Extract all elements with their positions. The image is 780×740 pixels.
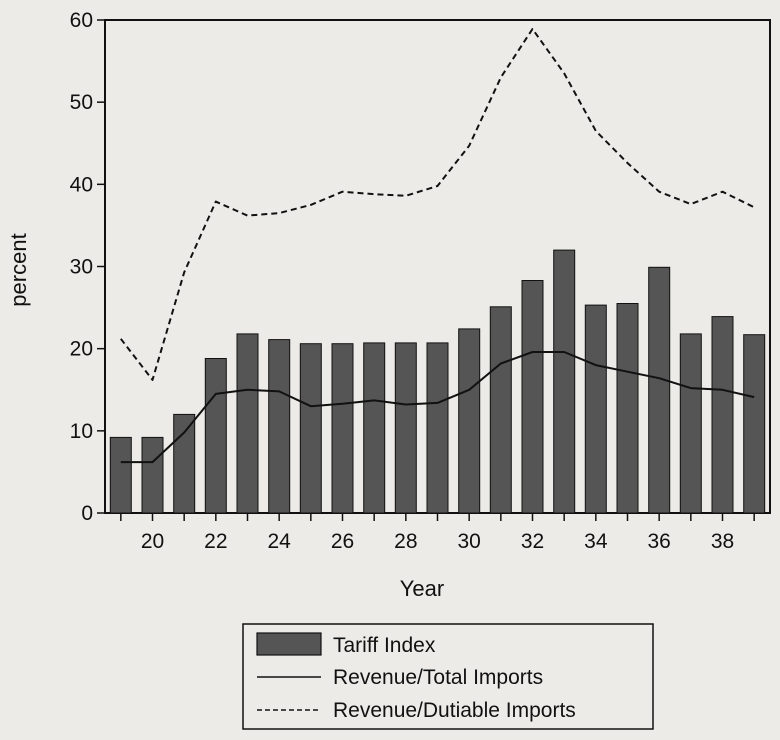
x-tick-label: 28 xyxy=(394,530,417,553)
legend-swatch-tariff-index xyxy=(256,632,322,656)
bar-38 xyxy=(711,316,734,514)
y-tick-label: 0 xyxy=(81,502,93,525)
x-axis: 20 22 24 26 28 30 32 34 36 38 xyxy=(120,513,755,553)
bar-29 xyxy=(426,342,449,514)
x-tick-label: 38 xyxy=(711,530,734,553)
bar-25 xyxy=(299,343,322,514)
bar-32 xyxy=(521,280,544,514)
x-tick-label: 24 xyxy=(267,530,291,553)
bar-36 xyxy=(648,266,671,514)
y-tick-label: 40 xyxy=(70,173,93,196)
bar-21 xyxy=(173,413,196,514)
y-tick-label: 10 xyxy=(70,420,93,443)
x-tick-label: 22 xyxy=(204,530,227,553)
x-tick-label: 34 xyxy=(584,530,608,553)
legend-label-tariff-index: Tariff Index xyxy=(333,634,436,657)
x-tick-label: 32 xyxy=(521,530,544,553)
legend-label-revenue-total: Revenue/Total Imports xyxy=(333,666,543,689)
bar-26 xyxy=(331,343,354,514)
x-tick-label: 30 xyxy=(457,530,480,553)
bar-28 xyxy=(394,342,417,514)
y-axis: 0 10 20 30 40 50 60 xyxy=(70,9,105,525)
y-axis-title: percent xyxy=(6,233,31,306)
line-revenue-total-imports xyxy=(120,351,755,464)
bar-22 xyxy=(204,358,227,514)
bar-24 xyxy=(268,339,291,514)
y-tick-label: 60 xyxy=(70,9,93,32)
y-tick-label: 20 xyxy=(70,338,93,361)
bar-23 xyxy=(236,333,259,514)
x-tick-label: 36 xyxy=(647,530,670,553)
bar-27 xyxy=(363,342,386,514)
bar-35 xyxy=(616,303,639,514)
bars-group xyxy=(109,249,766,514)
x-tick-label: 20 xyxy=(141,530,164,553)
bar-30 xyxy=(458,328,481,514)
bar-37 xyxy=(679,333,702,514)
y-tick-label: 50 xyxy=(70,91,93,114)
x-axis-title: Year xyxy=(400,576,444,601)
legend: Tariff Index Revenue/Total Imports Reven… xyxy=(242,623,654,730)
bar-33 xyxy=(553,249,576,514)
bar-39 xyxy=(743,334,766,514)
lines-group xyxy=(120,28,755,464)
y-tick-label: 30 xyxy=(70,256,93,279)
bar-34 xyxy=(584,304,607,514)
bar-20 xyxy=(141,436,164,514)
bar-19 xyxy=(109,436,132,514)
line-revenue-dutiable-imports xyxy=(120,28,755,381)
x-tick-label: 26 xyxy=(331,530,354,553)
legend-label-revenue-dutiable: Revenue/Dutiable Imports xyxy=(333,699,576,722)
bar-31 xyxy=(489,306,512,514)
